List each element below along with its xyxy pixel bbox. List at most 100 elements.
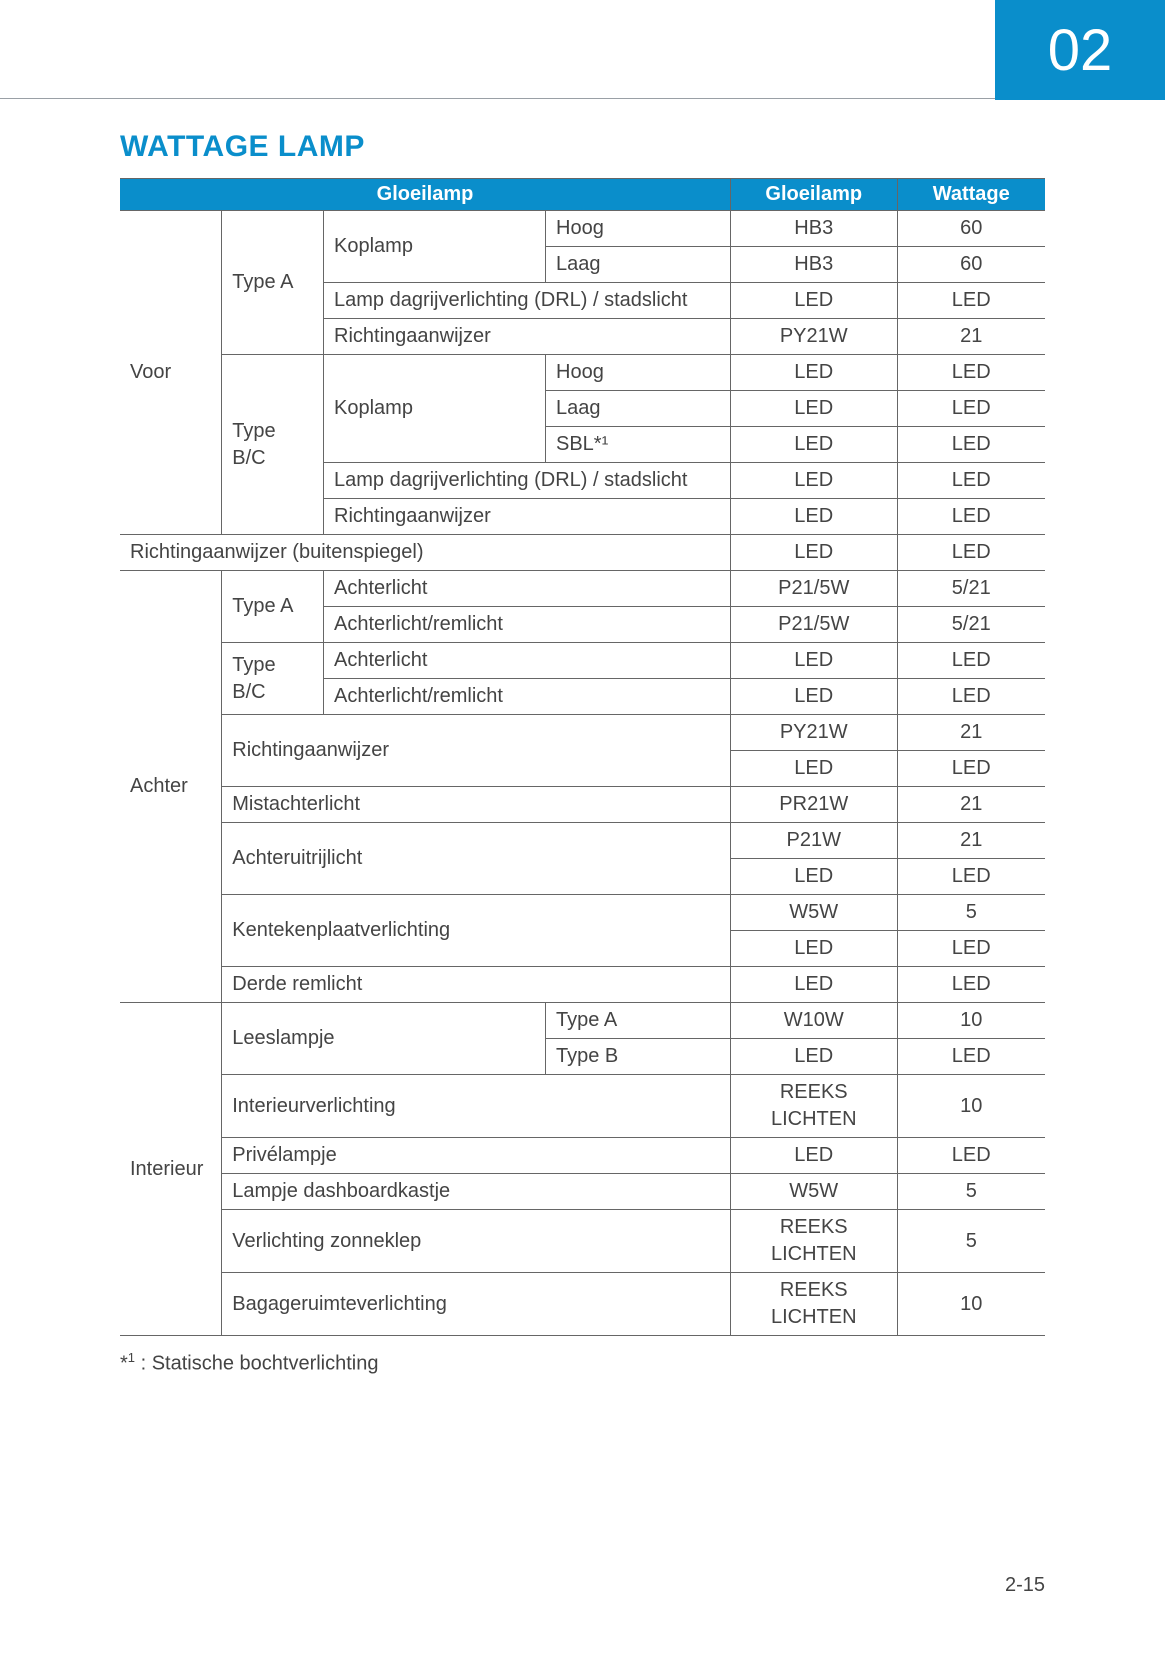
table-header-row: Gloeilamp Gloeilamp Wattage xyxy=(120,179,1045,211)
table-cell: LED xyxy=(897,679,1045,715)
table-cell: LED xyxy=(897,967,1045,1003)
table-cell: LED xyxy=(731,535,898,571)
table-cell: LED xyxy=(731,283,898,319)
table-cell: HB3 xyxy=(731,211,898,247)
table-cell: 60 xyxy=(897,211,1045,247)
page: 02 WATTAGE LAMP Gloeilamp Gloeilamp Watt… xyxy=(0,0,1165,1653)
table-row: InterieurLeeslampjeType AW10W10 xyxy=(120,1003,1045,1039)
table-cell: LED xyxy=(897,355,1045,391)
table-cell: Kentekenplaatverlichting xyxy=(222,895,731,967)
table-cell: SBL*¹ xyxy=(546,427,731,463)
table-cell: Achterlicht xyxy=(324,571,731,607)
table-cell: 21 xyxy=(897,823,1045,859)
table-cell: PR21W xyxy=(731,787,898,823)
table-cell: P21/5W xyxy=(731,571,898,607)
table-cell: Leeslampje xyxy=(222,1003,546,1075)
table-cell: W10W xyxy=(731,1003,898,1039)
table-cell: Koplamp xyxy=(324,211,546,283)
table-cell: Derde remlicht xyxy=(222,967,731,1003)
table-cell: Mistachterlicht xyxy=(222,787,731,823)
table-cell: LED xyxy=(897,931,1045,967)
table-cell: Type A xyxy=(222,211,324,355)
table-cell: Verlichting zonneklep xyxy=(222,1210,731,1273)
table-cell: Voor xyxy=(120,211,222,535)
table-cell: LED xyxy=(897,283,1045,319)
table-cell: 21 xyxy=(897,715,1045,751)
table-cell: 10 xyxy=(897,1003,1045,1039)
table-cell: 5/21 xyxy=(897,607,1045,643)
table-cell: PY21W xyxy=(731,319,898,355)
table-cell: Koplamp xyxy=(324,355,546,463)
table-row: RichtingaanwijzerPY21W21 xyxy=(120,715,1045,751)
table-cell: LED xyxy=(897,499,1045,535)
section-title: WATTAGE LAMP xyxy=(120,130,1045,164)
table-cell: Bagageruimteverlichting xyxy=(222,1273,731,1336)
table-cell: 5 xyxy=(897,1210,1045,1273)
page-number: 2-15 xyxy=(1005,1574,1045,1597)
table-row: VoorType AKoplampHoogHB360 xyxy=(120,211,1045,247)
table-row: Type B/CKoplampHoogLEDLED xyxy=(120,355,1045,391)
table-cell: Interieurverlichting xyxy=(222,1075,731,1138)
table-cell: 5 xyxy=(897,1174,1045,1210)
table-row: Type B/CAchterlichtLEDLED xyxy=(120,643,1045,679)
table-cell: 5 xyxy=(897,895,1045,931)
table-cell: LED xyxy=(897,643,1045,679)
table-cell: LED xyxy=(731,355,898,391)
table-cell: LED xyxy=(897,463,1045,499)
footnote-ast: * xyxy=(120,1353,128,1375)
table-cell: Lampje dashboardkastje xyxy=(222,1174,731,1210)
table-cell: 10 xyxy=(897,1273,1045,1336)
table-cell: P21/5W xyxy=(731,607,898,643)
table-row: KentekenplaatverlichtingW5W5 xyxy=(120,895,1045,931)
table-cell: LED xyxy=(897,751,1045,787)
table-cell: Richtingaanwijzer xyxy=(324,319,731,355)
table-cell: LED xyxy=(897,1039,1045,1075)
th-wattage: Wattage xyxy=(897,179,1045,211)
table-cell: 60 xyxy=(897,247,1045,283)
content-area: WATTAGE LAMP Gloeilamp Gloeilamp Wattage… xyxy=(120,130,1045,1376)
table-cell: Interieur xyxy=(120,1003,222,1336)
table-cell: Type B/C xyxy=(222,643,324,715)
table-cell: LED xyxy=(897,1138,1045,1174)
table-row: Verlichting zonneklepREEKS LICHTEN5 xyxy=(120,1210,1045,1273)
table-cell: 5/21 xyxy=(897,571,1045,607)
table-cell: REEKS LICHTEN xyxy=(731,1273,898,1336)
table-cell: LED xyxy=(731,859,898,895)
table-body: VoorType AKoplampHoogHB360LaagHB360Lamp … xyxy=(120,211,1045,1336)
table-cell: LED xyxy=(897,427,1045,463)
table-cell: 10 xyxy=(897,1075,1045,1138)
table-cell: W5W xyxy=(731,895,898,931)
table-cell: LED xyxy=(731,679,898,715)
chapter-tab: 02 xyxy=(995,0,1165,100)
table-cell: 21 xyxy=(897,319,1045,355)
table-cell: LED xyxy=(731,463,898,499)
table-row: MistachterlichtPR21W21 xyxy=(120,787,1045,823)
table-cell: Lamp dagrijverlichting (DRL) / stadslich… xyxy=(324,283,731,319)
table-cell: Type B/C xyxy=(222,355,324,535)
table-cell: Achterlicht xyxy=(324,643,731,679)
footnote-text: : Statische bochtverlichting xyxy=(135,1353,378,1375)
table-cell: Lamp dagrijverlichting (DRL) / stadslich… xyxy=(324,463,731,499)
table-cell: LED xyxy=(731,931,898,967)
th-gloeilamp-type: Gloeilamp xyxy=(731,179,898,211)
table-cell: LED xyxy=(731,1138,898,1174)
table-cell: LED xyxy=(731,391,898,427)
table-row: Lampje dashboardkastjeW5W5 xyxy=(120,1174,1045,1210)
footnote-sup: 1 xyxy=(128,1350,135,1365)
wattage-table: Gloeilamp Gloeilamp Wattage VoorType AKo… xyxy=(120,178,1045,1336)
table-cell: Type A xyxy=(222,571,324,643)
table-cell: PY21W xyxy=(731,715,898,751)
table-row: Derde remlichtLEDLED xyxy=(120,967,1045,1003)
table-cell: Richtingaanwijzer xyxy=(324,499,731,535)
table-row: PrivélampjeLEDLED xyxy=(120,1138,1045,1174)
table-cell: REEKS LICHTEN xyxy=(731,1075,898,1138)
table-cell: HB3 xyxy=(731,247,898,283)
table-cell: LED xyxy=(897,535,1045,571)
table-cell: Hoog xyxy=(546,355,731,391)
table-cell: LED xyxy=(897,391,1045,427)
table-row: Richtingaanwijzer (buitenspiegel)LEDLED xyxy=(120,535,1045,571)
table-cell: Laag xyxy=(546,247,731,283)
table-cell: LED xyxy=(897,859,1045,895)
table-cell: Richtingaanwijzer xyxy=(222,715,731,787)
table-cell: Achterlicht/remlicht xyxy=(324,679,731,715)
